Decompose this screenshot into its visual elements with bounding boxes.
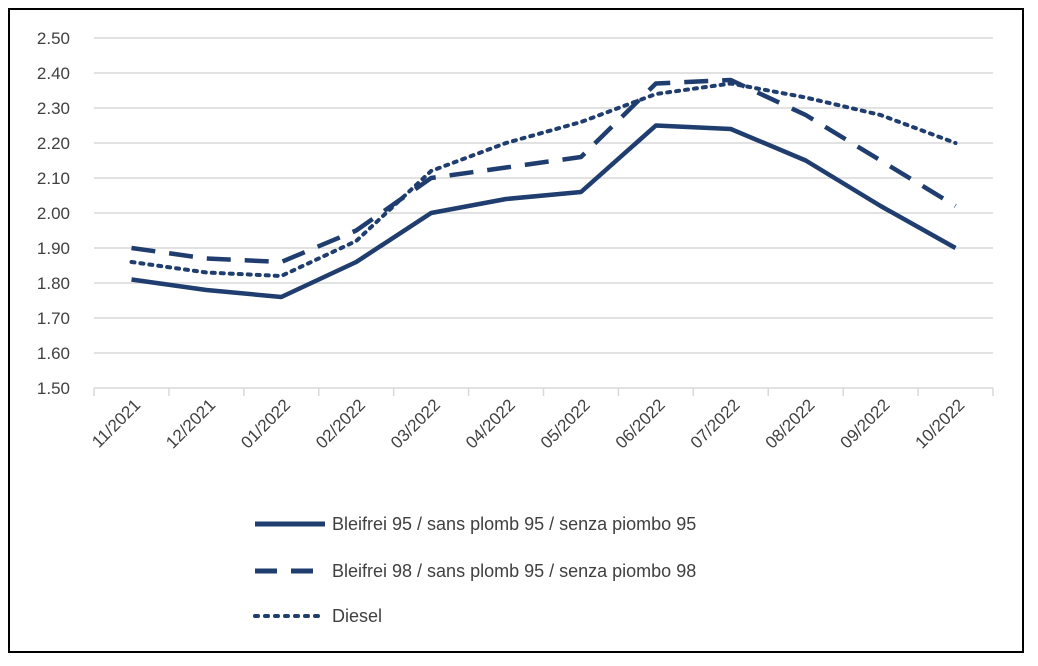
x-tick-label: 09/2022 (837, 395, 894, 452)
y-tick-label: 1.60 (37, 344, 70, 363)
chart-frame (8, 8, 1024, 653)
legend-label: Bleifrei 95 / sans plomb 95 / senza piom… (332, 514, 696, 534)
x-tick-label: 11/2021 (88, 395, 144, 451)
x-tick-label: 03/2022 (387, 395, 444, 452)
y-tick-label: 1.70 (37, 309, 70, 328)
x-tick-label: 08/2022 (762, 395, 819, 452)
x-tick-label: 06/2022 (612, 395, 669, 452)
x-tick-label: 07/2022 (687, 395, 744, 452)
x-tick-label: 05/2022 (537, 395, 594, 452)
x-tick-label: 04/2022 (462, 395, 519, 452)
x-tick-label: 12/2021 (162, 395, 219, 452)
x-axis-ticks: 11/2021 12/2021 01/2022 02/2022 03/2022 04/20… (88, 395, 968, 452)
series-line-solid (131, 123, 957, 300)
series-lines (129, 77, 958, 300)
legend-label: Bleifrei 98 / sans plomb 95 / senza piom… (332, 561, 696, 581)
y-tick-label: 1.90 (37, 239, 70, 258)
y-tick-label: 2.00 (37, 204, 70, 223)
series-line-dotted (129, 81, 958, 278)
y-tick-label: 2.40 (37, 64, 70, 83)
x-tick-label: 01/2022 (237, 395, 294, 452)
x-tick-label: 02/2022 (312, 395, 369, 452)
legend: Bleifrei 95 / sans plomb 95 / senza piom… (253, 514, 696, 626)
y-tick-label: 2.10 (37, 169, 70, 188)
series-line-dashed (131, 77, 957, 265)
y-tick-label: 2.50 (37, 29, 70, 48)
y-tick-label: 2.20 (37, 134, 70, 153)
gridlines (94, 37, 993, 354)
y-tick-label: 2.30 (37, 99, 70, 118)
x-axis (93, 387, 994, 396)
y-tick-label: 1.50 (37, 379, 70, 398)
x-tick-label: 10/2022 (911, 395, 968, 452)
y-axis-ticks: 1.50 1.60 1.70 1.80 1.90 2.00 2.10 2.20 2.30 2.40… (37, 29, 70, 398)
y-tick-label: 1.80 (37, 274, 70, 293)
legend-label: Diesel (332, 606, 382, 626)
